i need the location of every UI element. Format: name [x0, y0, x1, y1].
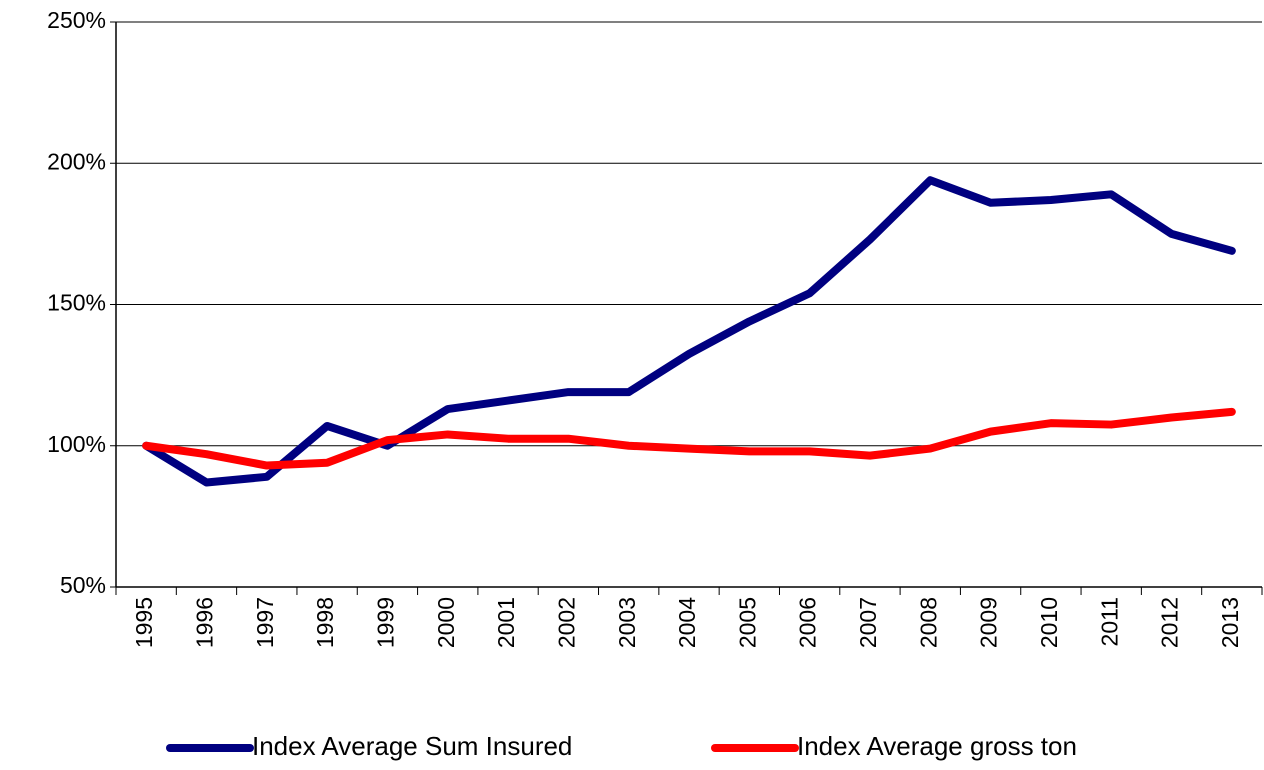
legend-label: Index Average gross ton	[797, 731, 1077, 761]
x-tick-label: 2013	[1217, 597, 1243, 648]
x-tick-label: 2001	[493, 597, 519, 648]
x-tick-label: 2008	[915, 597, 941, 648]
x-tick-label: 2003	[614, 597, 640, 648]
x-tick-label: 2011	[1096, 597, 1122, 646]
x-tick-label: 2002	[553, 597, 579, 648]
x-tick-label: 2009	[976, 597, 1002, 648]
y-tick-label: 50%	[60, 572, 106, 598]
x-tick-label: 2012	[1157, 597, 1183, 648]
series-line	[142, 176, 1236, 487]
x-tick-label: 1996	[192, 597, 218, 648]
legend-label: Index Average Sum Insured	[252, 731, 572, 761]
x-tick-label: 1998	[312, 597, 338, 648]
y-tick-label: 100%	[47, 431, 106, 457]
y-tick-label: 200%	[47, 148, 106, 174]
x-tick-label: 2004	[674, 597, 700, 648]
y-tick-label: 150%	[47, 290, 106, 316]
series-line	[142, 407, 1236, 470]
x-tick-label: 2010	[1036, 597, 1062, 648]
x-tick-label: 2005	[734, 597, 760, 648]
y-tick-label: 250%	[47, 7, 106, 33]
x-tick-label: 2000	[433, 597, 459, 648]
x-tick-label: 1997	[252, 597, 278, 648]
x-tick-label: 2007	[855, 597, 881, 648]
x-tick-label: 1995	[131, 597, 157, 648]
x-tick-label: 2006	[795, 597, 821, 648]
x-tick-label: 1999	[372, 597, 398, 648]
